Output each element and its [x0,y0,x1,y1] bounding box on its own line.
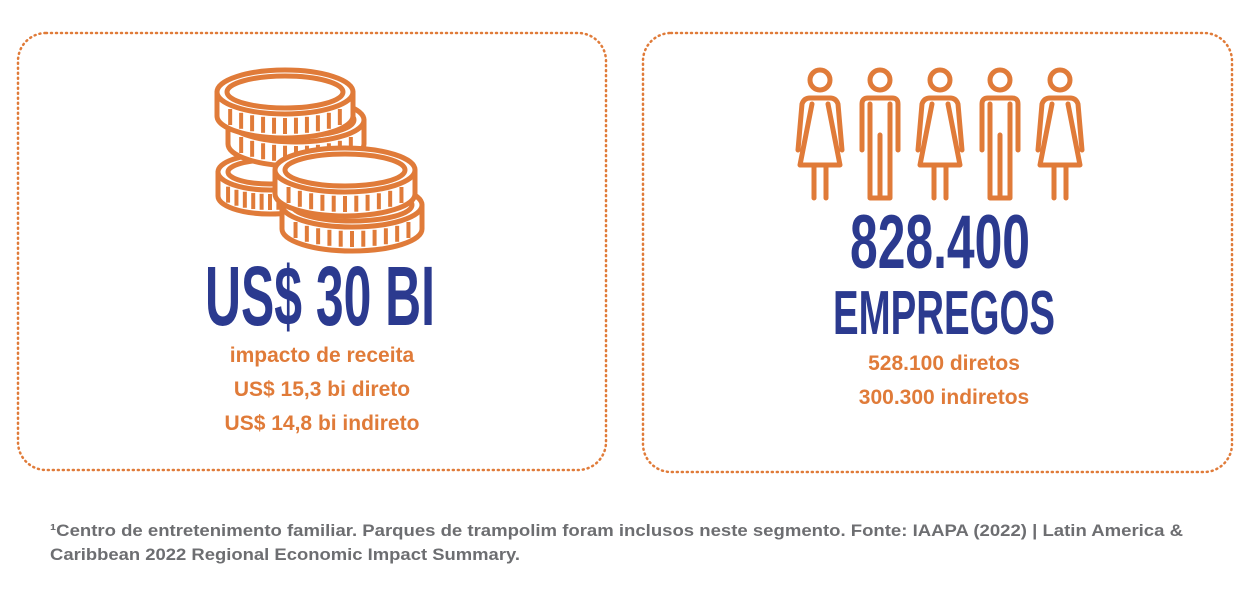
woman [1035,67,1085,201]
woman [795,67,845,201]
detail-line: US$ 15,3 bi direto [234,378,410,401]
man [859,67,901,201]
man [979,67,1021,201]
detail-line: 300.300 indiretos [859,386,1029,409]
body [915,95,965,201]
detail-line: impacto de receita [230,344,415,367]
footnote: Caribbean 2022 Regional Economic Impact … [50,545,520,564]
head [927,67,953,93]
coin-top-inner [282,151,408,189]
body [1035,95,1085,201]
people-icon [795,67,1085,201]
head [1047,67,1073,93]
headline: US$ 30 BI [205,249,435,343]
coins-icon [214,67,425,254]
body [795,95,845,201]
body [979,95,1021,201]
detail-line: 528.100 diretos [868,352,1020,375]
card-frame [641,31,1234,474]
coin [214,67,356,141]
card-frame [16,31,608,472]
subheadline: EMPREGOS [833,279,1055,348]
body [859,95,901,201]
headline: 828.400 [850,200,1030,285]
head [867,67,893,93]
head [987,67,1013,93]
coin [272,145,418,219]
footnote: ¹Centro de entretenimento familiar. Parq… [50,521,1183,540]
detail-line: US$ 14,8 bi indireto [225,412,420,435]
head [807,67,833,93]
woman [915,67,965,201]
coin-top-inner [224,73,346,111]
